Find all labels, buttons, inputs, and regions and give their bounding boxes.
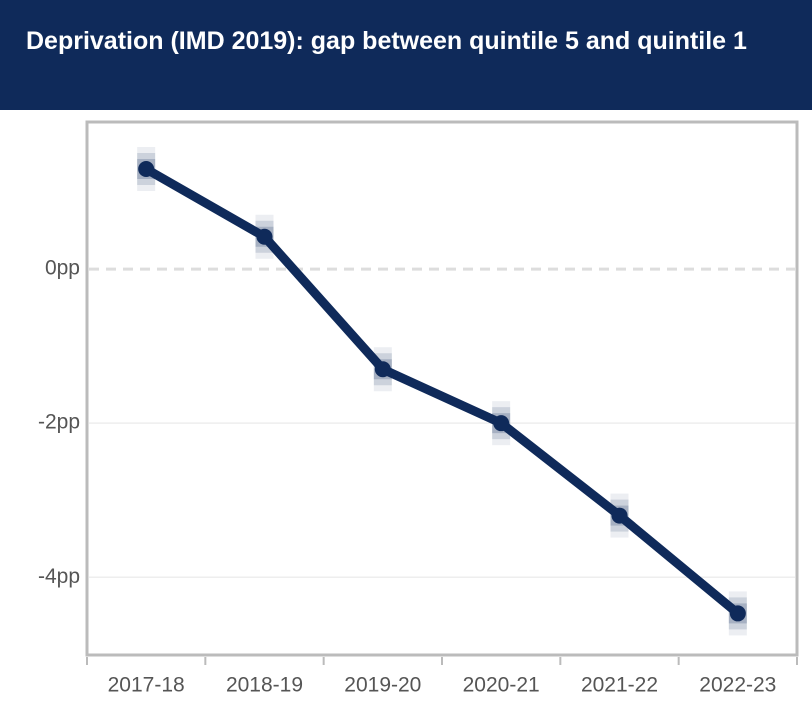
point xyxy=(611,507,628,524)
y-tick-label: 0pp xyxy=(45,257,80,280)
header: Deprivation (IMD 2019): gap between quin… xyxy=(0,0,812,110)
y-tick-label: -2pp xyxy=(38,411,80,434)
plot-frame xyxy=(85,120,799,657)
x-tick-label: 2017-18 xyxy=(108,674,185,697)
point xyxy=(374,361,391,378)
chart-title: Deprivation (IMD 2019): gap between quin… xyxy=(26,27,747,55)
point xyxy=(729,605,746,622)
point xyxy=(493,415,510,432)
x-tick-label: 2021-22 xyxy=(581,674,658,697)
x-tick-label: 2018-19 xyxy=(226,674,303,697)
y-tick-label: -4pp xyxy=(38,565,80,588)
line xyxy=(143,165,741,617)
x-tick-label: 2022-23 xyxy=(699,674,776,697)
x-tick-label: 2019-20 xyxy=(344,674,421,697)
x-tick-label: 2020-21 xyxy=(463,674,540,697)
point xyxy=(256,228,273,245)
point xyxy=(138,160,155,177)
